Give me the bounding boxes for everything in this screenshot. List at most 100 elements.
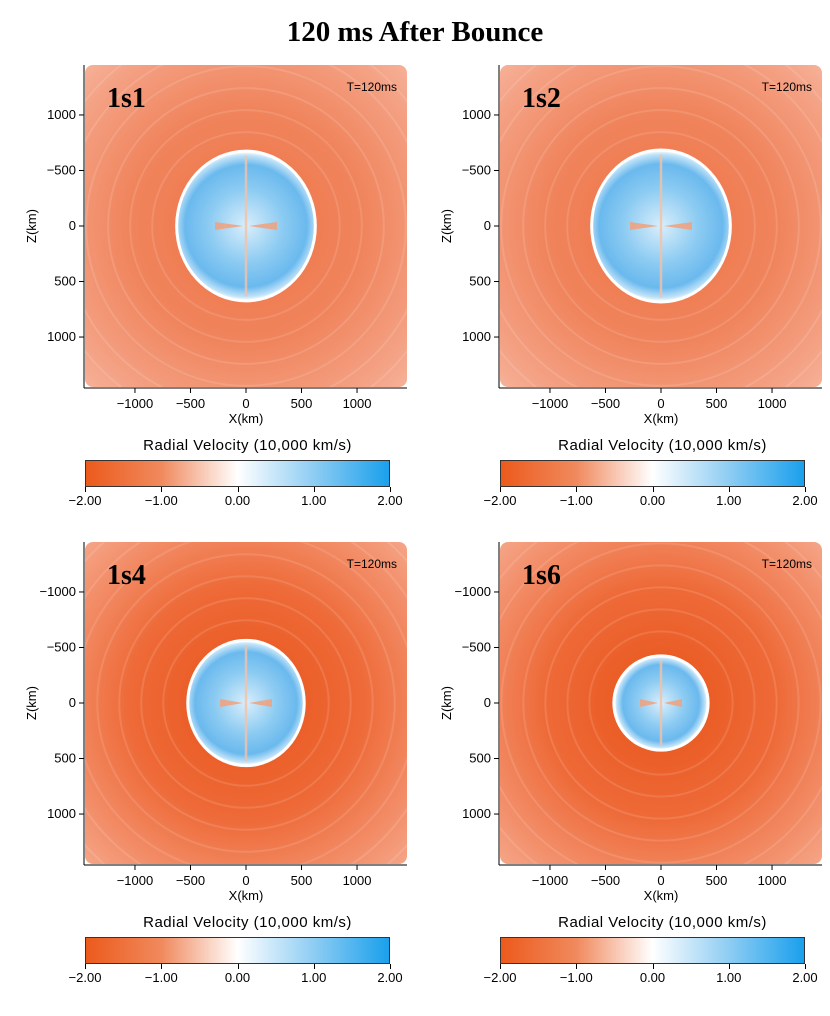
colorbar-tick-label: 2.00	[792, 493, 818, 508]
y-tick-label: 0	[484, 218, 491, 233]
x-tick-label: 1000	[758, 873, 787, 888]
y-tick-label: 1000	[47, 806, 76, 821]
x-tick-label: 500	[706, 873, 728, 888]
colorbar-tick-label: 0.00	[639, 493, 666, 508]
x-tick-label: −1000	[117, 873, 154, 888]
colorbar-label: Radial Velocity (10,000 km/s)	[558, 437, 767, 454]
colorbar-tick-label: −2.00	[68, 970, 102, 985]
time-label: T=120ms	[762, 557, 812, 571]
heatmap-plot: −1000 −500 0 500 1000 1000 500 0 −500 1000 X(km) Z(…	[439, 65, 822, 426]
colorbar	[500, 460, 805, 487]
panel-1s4: −1000 −500 0 500 1000 1000 500 0 −500 −1000 X(km) Z…	[0, 532, 415, 1002]
y-axis-label: Z(km)	[439, 686, 454, 720]
y-tick-label: −500	[47, 162, 76, 177]
y-tick-label: 500	[469, 751, 491, 766]
colorbar-tick-mark	[85, 487, 86, 492]
y-tick-label: 500	[469, 274, 491, 289]
y-tick-label: −1000	[39, 584, 76, 599]
x-tick-label: 1000	[343, 873, 372, 888]
colorbar-label: Radial Velocity (10,000 km/s)	[143, 437, 352, 454]
colorbar-tick-label: 1.00	[716, 493, 742, 508]
panel-1s6: −1000 −500 0 500 1000 1000 500 0 −500 −1000 X(km) Z…	[415, 532, 830, 1002]
colorbar-tick-mark	[805, 487, 806, 492]
colorbar-tick-mark	[237, 964, 239, 969]
colorbar-tick-label: −1.00	[144, 970, 178, 985]
colorbar	[500, 937, 805, 964]
x-tick-label: 500	[706, 396, 728, 411]
x-axis-label: X(km)	[644, 411, 679, 426]
colorbar	[85, 937, 390, 964]
y-tick-label: 1000	[47, 329, 76, 344]
colorbar-tick-mark	[576, 487, 578, 492]
colorbar-tick-label: −1.00	[559, 970, 593, 985]
colorbar-tick-label: −2.00	[68, 493, 102, 508]
colorbar-tick-mark	[500, 964, 501, 969]
colorbar-tick-label: 1.00	[716, 970, 742, 985]
time-label: T=120ms	[347, 557, 397, 571]
colorbar-tick-label: 2.00	[792, 970, 818, 985]
model-label: 1s6	[522, 560, 561, 591]
x-tick-label: 0	[657, 873, 664, 888]
colorbar-tick-label: −2.00	[483, 970, 517, 985]
y-axis-label: Z(km)	[24, 686, 39, 720]
time-label: T=120ms	[347, 80, 397, 94]
colorbar-tick-mark	[85, 964, 86, 969]
colorbar-tick-label: 1.00	[301, 970, 327, 985]
x-axis-label: X(km)	[229, 888, 264, 903]
y-axis-label: Z(km)	[439, 209, 454, 243]
colorbar-tick-mark	[805, 964, 806, 969]
x-tick-label: 1000	[758, 396, 787, 411]
y-tick-label: −500	[462, 639, 491, 654]
colorbar-label: Radial Velocity (10,000 km/s)	[143, 914, 352, 931]
x-tick-label: −1000	[117, 396, 154, 411]
y-tick-label: 0	[69, 695, 76, 710]
colorbar-tick-mark	[237, 487, 239, 492]
model-label: 1s1	[107, 83, 146, 114]
x-tick-label: 0	[657, 396, 664, 411]
model-label: 1s2	[522, 83, 561, 114]
x-tick-label: 500	[291, 396, 313, 411]
x-tick-label: −1000	[532, 396, 569, 411]
y-tick-label: 1000	[462, 329, 491, 344]
colorbar-tick-mark	[390, 964, 391, 969]
heatmap-plot: −1000 −500 0 500 1000 1000 500 0 −500 −1000 X(km) Z…	[24, 542, 407, 903]
x-tick-label: 1000	[343, 396, 372, 411]
y-axis-label: Z(km)	[24, 209, 39, 243]
y-tick-label: 0	[484, 695, 491, 710]
colorbar-tick-label: −1.00	[144, 493, 178, 508]
x-tick-label: −500	[176, 873, 205, 888]
heatmap-plot: −1000 −500 0 500 1000 1000 500 0 −500 1000 X(km) Z(…	[24, 65, 407, 426]
figure-title: 120 ms After Bounce	[286, 16, 544, 48]
colorbar-tick-mark	[313, 964, 315, 969]
heatmap-plot: −1000 −500 0 500 1000 1000 500 0 −500 −1000 X(km) Z…	[439, 542, 822, 903]
x-axis-label: X(km)	[644, 888, 679, 903]
y-tick-label: 1000	[462, 107, 491, 122]
colorbar-tick-label: 0.00	[224, 493, 251, 508]
time-label: T=120ms	[762, 80, 812, 94]
colorbar-tick-mark	[313, 487, 315, 492]
x-tick-label: −500	[591, 396, 620, 411]
y-tick-label: −1000	[454, 584, 491, 599]
y-tick-label: 500	[54, 751, 76, 766]
x-tick-label: −1000	[532, 873, 569, 888]
colorbar-tick-label: 0.00	[224, 970, 251, 985]
colorbar-tick-mark	[576, 964, 578, 969]
colorbar	[85, 460, 390, 487]
x-tick-label: 500	[291, 873, 313, 888]
y-tick-label: 1000	[47, 107, 76, 122]
colorbar-tick-label: 0.00	[639, 970, 666, 985]
y-tick-label: 500	[54, 274, 76, 289]
colorbar-tick-label: 2.00	[377, 493, 403, 508]
model-label: 1s4	[107, 560, 146, 591]
colorbar-tick-mark	[161, 487, 163, 492]
y-tick-label: 1000	[462, 806, 491, 821]
x-tick-label: −500	[591, 873, 620, 888]
x-axis-label: X(km)	[229, 411, 264, 426]
colorbar-tick-mark	[390, 487, 391, 492]
panel-1s1: −1000 −500 0 500 1000 1000 500 0 −500 1000 X(km) Z(…	[0, 55, 415, 525]
colorbar-tick-mark	[500, 487, 501, 492]
colorbar-tick-label: 1.00	[301, 493, 327, 508]
colorbar-tick-mark	[161, 964, 163, 969]
y-tick-label: −500	[462, 162, 491, 177]
colorbar-tick-label: −1.00	[559, 493, 593, 508]
